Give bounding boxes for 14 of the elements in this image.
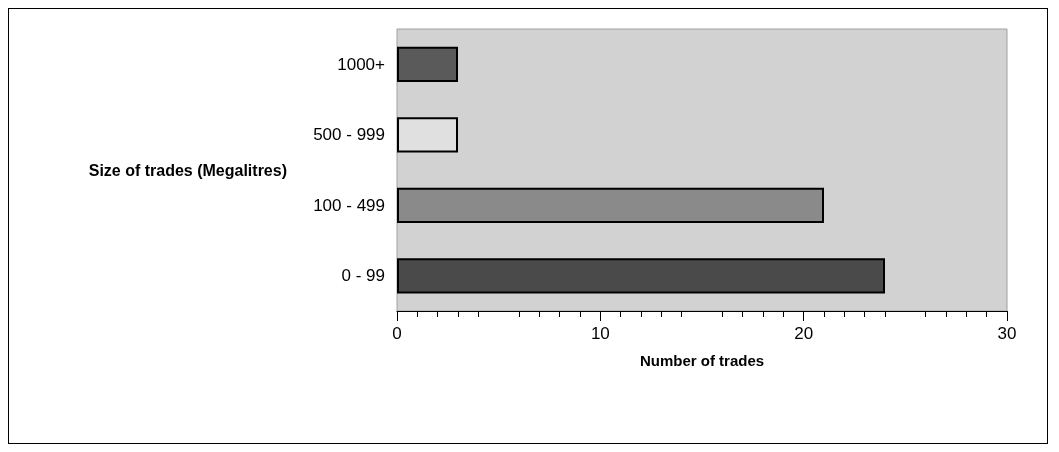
- bar: [397, 258, 885, 294]
- bar: [397, 187, 824, 223]
- x-tick-label: 20: [794, 324, 814, 343]
- x-axis-title: Number of trades: [639, 352, 765, 369]
- x-tick-label: 10: [590, 324, 610, 343]
- y-tick-label: 0 - 99: [341, 266, 385, 286]
- x-tick-label: 0: [392, 324, 402, 343]
- y-axis-title: Size of trades (Megalitres): [88, 161, 287, 179]
- y-tick-label: 500 - 999: [313, 125, 385, 145]
- bar: [397, 46, 458, 82]
- x-tick-label: 30: [997, 324, 1017, 343]
- bar: [397, 117, 458, 153]
- y-tick-label: 1000+: [337, 54, 386, 74]
- y-tick-label: 100 - 499: [313, 195, 385, 215]
